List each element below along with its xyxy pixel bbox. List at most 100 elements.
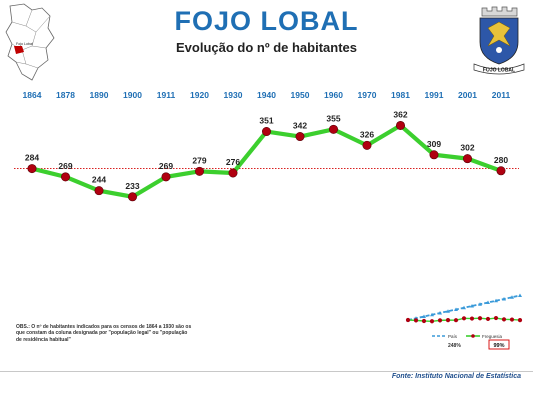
data-point-1981 <box>395 120 405 130</box>
freguesia-percentage: 99% <box>493 343 504 349</box>
data-label-1900: 233 <box>125 181 139 191</box>
data-point-1950 <box>295 132 305 142</box>
freguesia-marker <box>437 318 443 323</box>
data-point-1911 <box>161 172 171 182</box>
series-line <box>31 123 502 199</box>
data-label-1940: 351 <box>259 116 273 126</box>
year-label-1991: 1991 <box>425 90 444 100</box>
pais-marker <box>430 312 434 317</box>
freguesia-marker <box>405 317 411 323</box>
data-point-1991 <box>429 150 439 160</box>
year-label-2001: 2001 <box>458 90 477 100</box>
data-label-1911: 269 <box>159 161 173 171</box>
footnote: OBS.: O nº de habitantes indicados para … <box>16 324 192 343</box>
year-label-1911: 1911 <box>157 90 176 100</box>
year-label-1900: 1900 <box>123 90 142 100</box>
year-label-2011: 2011 <box>492 90 511 100</box>
year-label-1960: 1960 <box>324 90 343 100</box>
freguesia-marker <box>461 316 467 321</box>
data-label-1878: 269 <box>58 161 72 171</box>
freguesia-marker <box>445 318 451 323</box>
scroll-banner <box>473 63 525 75</box>
freguesia-marker <box>421 318 427 324</box>
pais-marker <box>518 293 522 297</box>
data-label-1864: 284 <box>25 153 39 163</box>
data-label-1920: 279 <box>192 155 206 165</box>
page-title: FOJO LOBAL <box>174 6 359 36</box>
pais-marker <box>454 307 458 311</box>
year-label-1920: 1920 <box>190 90 209 100</box>
data-point-1960 <box>328 124 338 134</box>
data-label-1960: 355 <box>326 113 340 123</box>
year-label-1950: 1950 <box>291 90 310 100</box>
parish-location-map: Fojo Lobal <box>5 3 55 81</box>
data-point-1920 <box>195 166 205 176</box>
data-point-1878 <box>60 172 70 182</box>
footer-divider <box>0 371 533 372</box>
data-label-2001: 302 <box>460 143 474 153</box>
year-label-1930: 1930 <box>224 90 243 100</box>
pais-marker <box>502 297 506 301</box>
freguesia-marker <box>469 316 475 321</box>
pais-trend <box>406 293 522 322</box>
data-label-1970: 326 <box>360 129 374 139</box>
freguesia-marker <box>493 315 499 321</box>
pais-marker <box>486 300 490 304</box>
pais-marker <box>478 302 482 306</box>
municipality-outline <box>5 3 55 81</box>
freguesia-marker <box>477 316 483 321</box>
data-labels: 284 269 244 233 269 279 276 351 342 355 326 362 309 3… <box>25 109 508 190</box>
freguesia-percentage-box <box>488 339 510 350</box>
year-label-1940: 1940 <box>257 90 276 100</box>
data-points <box>27 120 506 202</box>
page-subtitle: Evolução do nº de habitantes <box>176 40 357 55</box>
year-label-1878: 1878 <box>56 90 75 100</box>
crest-caption: FOJO LOBAL <box>483 68 515 74</box>
pais-marker <box>470 304 474 308</box>
freguesia-marker <box>517 318 523 323</box>
data-point-1930 <box>228 168 238 178</box>
data-point-1864 <box>27 164 37 174</box>
pais-marker <box>438 311 442 315</box>
year-label-1864: 1864 <box>23 90 42 100</box>
pais-marker <box>494 298 498 303</box>
data-point-1970 <box>362 140 372 150</box>
mural-crown <box>481 6 518 17</box>
highlighted-parish <box>14 46 24 54</box>
data-label-1991: 309 <box>427 139 441 149</box>
coat-of-arms: FOJO LOBAL <box>473 6 525 75</box>
freguesia-marker <box>429 319 435 324</box>
year-label-1970: 1970 <box>358 90 377 100</box>
data-point-2001 <box>462 154 472 164</box>
shield-charge <box>487 21 511 47</box>
data-point-1890 <box>94 186 104 196</box>
pais-percentage: 248% <box>448 343 461 349</box>
shield-ornament <box>496 47 502 53</box>
mini-legend: País Freguesia 248% 99% <box>432 334 510 350</box>
data-label-1950: 342 <box>293 121 307 131</box>
source-note: Fonte: Instituto Nacional de Estatística <box>391 373 521 380</box>
freguesia-marker <box>509 317 515 322</box>
legend-pais-label: País <box>448 334 458 339</box>
data-point-1940 <box>261 127 271 137</box>
data-point-1900 <box>128 192 138 202</box>
pais-marker <box>446 309 450 313</box>
data-label-1930: 276 <box>226 157 240 167</box>
legend-freguesia-label: Freguesia <box>482 334 503 339</box>
freguesia-marker <box>485 316 491 322</box>
map-label: Fojo Lobal <box>16 42 33 46</box>
data-label-2011: 280 <box>494 155 508 165</box>
pais-marker <box>510 295 514 299</box>
data-label-1981: 362 <box>393 109 407 119</box>
freguesia-marker <box>413 318 419 323</box>
year-label-1890: 1890 <box>90 90 109 100</box>
mini-comparison-chart: País Freguesia 248% 99% <box>405 293 523 350</box>
freguesia-trend <box>405 315 523 324</box>
pais-marker <box>462 305 466 310</box>
year-label-1981: 1981 <box>391 90 410 100</box>
freguesia-marker <box>501 317 507 322</box>
population-line-chart: 1864 1878 1890 1900 1911 1920 1930 1940 1950 1960… <box>14 90 519 202</box>
pais-marker <box>422 314 426 318</box>
data-point-2011 <box>496 166 506 176</box>
year-labels: 1864 1878 1890 1900 1911 1920 1930 1940 1950 1960… <box>23 90 511 100</box>
